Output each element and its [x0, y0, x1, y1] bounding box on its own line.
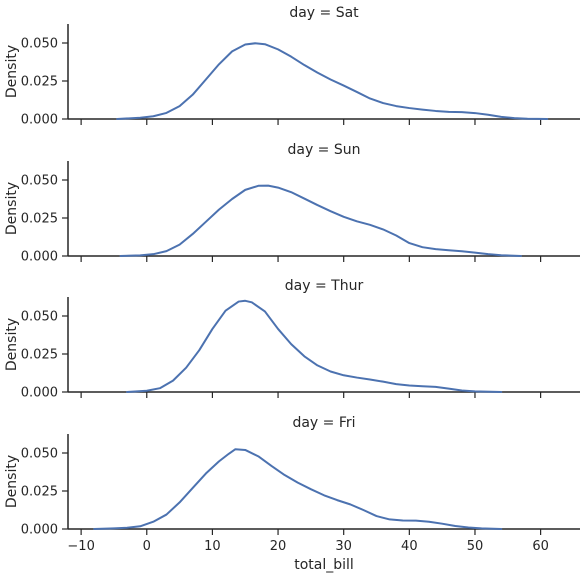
kde-line	[93, 448, 503, 530]
kde-line	[126, 299, 503, 393]
y-tick-label: 0.025	[21, 212, 58, 227]
y-tick-label: 0.050	[21, 447, 58, 462]
y-axis-label: Density	[4, 182, 20, 235]
x-tick-label: 40	[401, 539, 418, 554]
x-tick-label: 30	[335, 539, 352, 554]
panel-title: day = Thur	[285, 278, 364, 294]
x-tick-label: 60	[532, 539, 549, 554]
y-tick-label: 0.000	[21, 523, 58, 538]
x-tick-label: 0	[143, 539, 151, 554]
panel-title: day = Sun	[287, 142, 360, 158]
y-tick-label: 0.025	[21, 485, 58, 500]
x-tick-label: 10	[204, 539, 221, 554]
y-axis-label: Density	[4, 318, 20, 371]
y-tick-label: 0.050	[21, 310, 58, 325]
x-tick-label: 20	[270, 539, 287, 554]
y-tick-label: 0.025	[21, 348, 58, 363]
x-axis-label: total_bill	[294, 557, 354, 573]
y-axis-label: Density	[4, 45, 20, 98]
x-tick-label: 50	[467, 539, 484, 554]
kde-line	[119, 184, 522, 257]
y-tick-label: 0.000	[21, 250, 58, 265]
panel-title: day = Sat	[289, 5, 359, 21]
panel-title: day = Fri	[292, 415, 355, 431]
y-tick-label: 0.050	[21, 174, 58, 189]
x-tick-label: −10	[67, 539, 94, 554]
y-tick-label: 0.025	[21, 75, 58, 90]
y-axis-label: Density	[4, 455, 20, 508]
kde-line	[116, 42, 549, 120]
y-tick-label: 0.000	[21, 113, 58, 128]
y-tick-label: 0.000	[21, 386, 58, 401]
y-tick-label: 0.050	[21, 37, 58, 52]
